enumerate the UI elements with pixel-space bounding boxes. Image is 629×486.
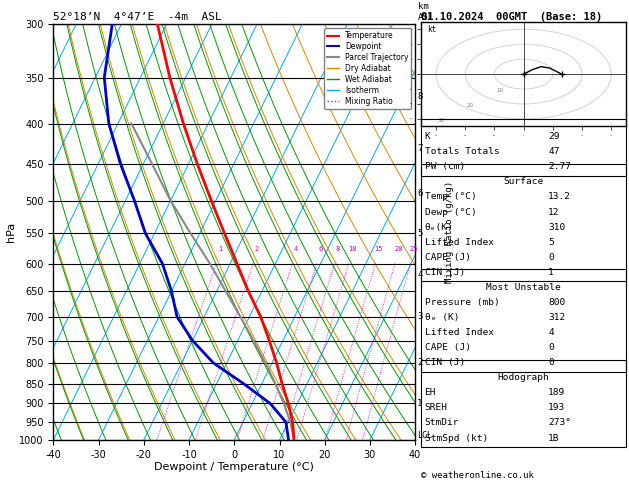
Text: 4: 4 bbox=[417, 270, 423, 279]
Text: 1: 1 bbox=[218, 246, 223, 252]
Text: LCL: LCL bbox=[417, 431, 432, 440]
Text: kt: kt bbox=[427, 25, 437, 34]
Text: 1: 1 bbox=[548, 268, 554, 277]
Text: 30: 30 bbox=[438, 118, 445, 123]
Text: 273°: 273° bbox=[548, 418, 571, 428]
Text: 12: 12 bbox=[548, 208, 560, 217]
Text: EH: EH bbox=[425, 388, 436, 398]
Text: 4: 4 bbox=[294, 246, 298, 252]
Text: Dewp (°C): Dewp (°C) bbox=[425, 208, 476, 217]
Text: Lifted Index: Lifted Index bbox=[425, 238, 494, 247]
Text: Lifted Index: Lifted Index bbox=[425, 328, 494, 337]
Text: 1B: 1B bbox=[548, 434, 560, 443]
Text: 20: 20 bbox=[467, 103, 474, 108]
Text: 800: 800 bbox=[548, 298, 565, 307]
Text: Mixing Ratio (g/kg): Mixing Ratio (g/kg) bbox=[445, 181, 454, 283]
Text: 312: 312 bbox=[548, 313, 565, 322]
Text: 7: 7 bbox=[417, 144, 423, 153]
Text: Totals Totals: Totals Totals bbox=[425, 147, 499, 156]
Text: 6: 6 bbox=[417, 189, 423, 198]
Text: K: K bbox=[425, 132, 430, 141]
Text: 13.2: 13.2 bbox=[548, 192, 571, 202]
Text: 01.10.2024  00GMT  (Base: 18): 01.10.2024 00GMT (Base: 18) bbox=[421, 12, 603, 22]
X-axis label: Dewpoint / Temperature (°C): Dewpoint / Temperature (°C) bbox=[154, 462, 314, 472]
Text: StmDir: StmDir bbox=[425, 418, 459, 428]
Text: 0: 0 bbox=[548, 343, 554, 352]
Text: CIN (J): CIN (J) bbox=[425, 358, 465, 367]
Text: CIN (J): CIN (J) bbox=[425, 268, 465, 277]
Text: 2: 2 bbox=[255, 246, 259, 252]
Text: θₑ(K): θₑ(K) bbox=[425, 223, 454, 232]
Text: km
ASL: km ASL bbox=[418, 2, 435, 22]
Text: Pressure (mb): Pressure (mb) bbox=[425, 298, 499, 307]
Text: StmSpd (kt): StmSpd (kt) bbox=[425, 434, 488, 443]
Text: 25: 25 bbox=[409, 246, 418, 252]
Text: 3: 3 bbox=[417, 312, 423, 321]
Text: 6: 6 bbox=[318, 246, 323, 252]
Text: CAPE (J): CAPE (J) bbox=[425, 253, 470, 262]
Text: PW (cm): PW (cm) bbox=[425, 162, 465, 172]
Text: 4: 4 bbox=[548, 328, 554, 337]
Bar bbox=[421, 360, 626, 447]
Text: 5: 5 bbox=[548, 238, 554, 247]
Bar bbox=[421, 119, 626, 176]
Text: 10: 10 bbox=[348, 246, 357, 252]
Text: © weatheronline.co.uk: © weatheronline.co.uk bbox=[421, 471, 534, 480]
Text: Hodograph: Hodograph bbox=[498, 373, 550, 382]
Text: 193: 193 bbox=[548, 403, 565, 413]
Text: 0: 0 bbox=[548, 253, 554, 262]
Text: 8: 8 bbox=[336, 246, 340, 252]
Y-axis label: hPa: hPa bbox=[6, 222, 16, 242]
Text: Surface: Surface bbox=[504, 177, 543, 187]
Bar bbox=[421, 164, 626, 281]
Text: 15: 15 bbox=[375, 246, 383, 252]
Bar bbox=[421, 269, 626, 372]
Text: 189: 189 bbox=[548, 388, 565, 398]
Text: Temp (°C): Temp (°C) bbox=[425, 192, 476, 202]
Text: SREH: SREH bbox=[425, 403, 448, 413]
Text: 310: 310 bbox=[548, 223, 565, 232]
Text: 29: 29 bbox=[548, 132, 560, 141]
Text: 52°18’N  4°47’E  -4m  ASL: 52°18’N 4°47’E -4m ASL bbox=[53, 12, 222, 22]
Text: 5: 5 bbox=[417, 229, 423, 238]
Legend: Temperature, Dewpoint, Parcel Trajectory, Dry Adiabat, Wet Adiabat, Isotherm, Mi: Temperature, Dewpoint, Parcel Trajectory… bbox=[324, 28, 411, 109]
Text: 8: 8 bbox=[417, 92, 423, 101]
Text: 2: 2 bbox=[417, 358, 423, 367]
Text: 20: 20 bbox=[394, 246, 403, 252]
Text: 2.77: 2.77 bbox=[548, 162, 571, 172]
Text: 10: 10 bbox=[496, 88, 503, 93]
Text: 47: 47 bbox=[548, 147, 560, 156]
Text: θₑ (K): θₑ (K) bbox=[425, 313, 459, 322]
Text: CAPE (J): CAPE (J) bbox=[425, 343, 470, 352]
Text: Most Unstable: Most Unstable bbox=[486, 283, 561, 292]
Text: 1: 1 bbox=[417, 399, 423, 408]
Text: 0: 0 bbox=[548, 358, 554, 367]
